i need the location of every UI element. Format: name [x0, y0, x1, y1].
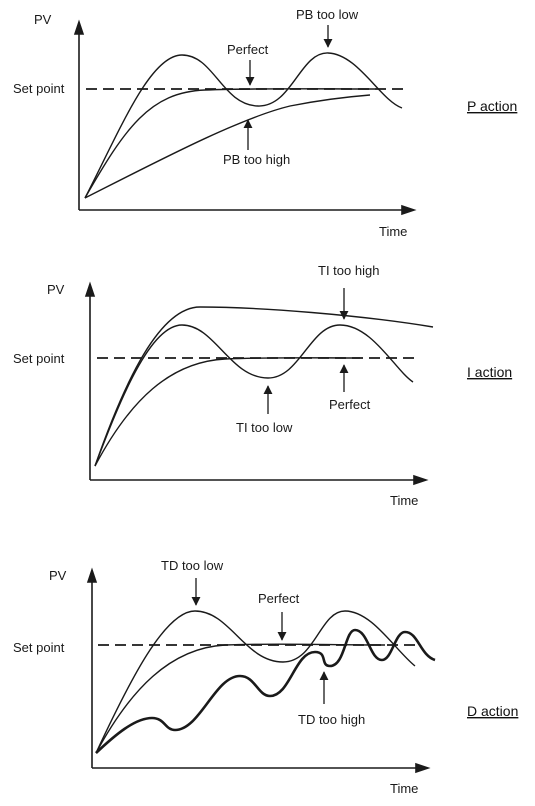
time-axis-label: Time [390, 781, 418, 796]
y-axis-arrow [73, 19, 85, 35]
action-title: P action [467, 98, 517, 114]
label-perfect: Perfect [227, 42, 269, 57]
label-pb-too-low: PB too low [296, 7, 359, 22]
panel-d-action: PV Set point Time D action TD too low Pe… [13, 558, 518, 796]
action-title: I action [467, 364, 512, 380]
label-ti-too-low: TI too low [236, 420, 293, 435]
curve-pb-too-low [84, 52, 403, 199]
time-axis-label: Time [379, 224, 407, 239]
x-axis-arrow [413, 474, 429, 486]
time-axis-label: Time [390, 493, 418, 508]
y-axis-arrow [86, 567, 98, 583]
curve-perfect [94, 357, 361, 467]
curve-ti-too-high [94, 306, 434, 467]
panel-i-action: PV Set point Time I action TI too high T… [13, 263, 512, 508]
action-title: D action [467, 703, 518, 719]
label-ti-too-high: TI too high [318, 263, 379, 278]
label-perfect: Perfect [258, 591, 300, 606]
setpoint-label: Set point [13, 351, 65, 366]
curve-perfect [84, 88, 376, 199]
pv-axis-label: PV [47, 282, 65, 297]
setpoint-label: Set point [13, 640, 65, 655]
pv-axis-label: PV [34, 12, 52, 27]
x-axis-arrow [401, 204, 417, 216]
label-td-too-high: TD too high [298, 712, 365, 727]
curve-td-too-high [95, 628, 436, 754]
curve-ti-too-low [94, 324, 414, 467]
curve-perfect [95, 643, 386, 754]
setpoint-label: Set point [13, 81, 65, 96]
label-perfect: Perfect [329, 397, 371, 412]
label-pb-too-high: PB too high [223, 152, 290, 167]
panel-p-action: PV Set point Time P action PB too low Pe… [13, 7, 517, 239]
curve-td-too-low [95, 610, 416, 754]
x-axis-arrow [415, 762, 431, 774]
y-axis-arrow [84, 281, 96, 297]
label-td-too-low: TD too low [161, 558, 224, 573]
curve-pb-too-high [84, 94, 371, 199]
pv-axis-label: PV [49, 568, 67, 583]
